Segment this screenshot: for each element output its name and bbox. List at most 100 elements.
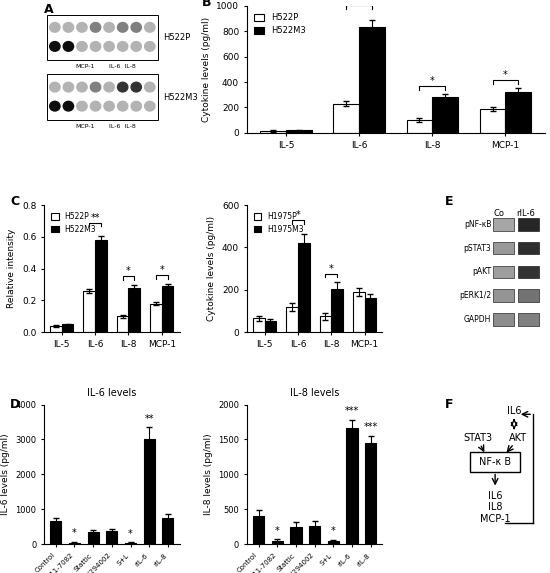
FancyBboxPatch shape	[493, 313, 514, 326]
Bar	[50, 521, 62, 544]
Text: pERK1/2: pERK1/2	[459, 291, 491, 300]
Text: *: *	[126, 266, 131, 276]
FancyBboxPatch shape	[493, 242, 514, 254]
Text: D: D	[10, 398, 20, 410]
Circle shape	[131, 22, 141, 32]
Y-axis label: Cytokine levels (pg/ml): Cytokine levels (pg/ml)	[207, 216, 216, 321]
Bar	[125, 543, 136, 544]
Text: F: F	[445, 398, 453, 410]
FancyBboxPatch shape	[518, 265, 539, 278]
Bar	[432, 97, 458, 133]
FancyBboxPatch shape	[493, 218, 514, 230]
Text: C: C	[10, 195, 19, 208]
FancyBboxPatch shape	[518, 218, 539, 230]
Circle shape	[63, 42, 74, 51]
Title: IL-8 levels: IL-8 levels	[290, 388, 339, 398]
Circle shape	[77, 22, 87, 32]
Text: MCP-1: MCP-1	[480, 513, 510, 524]
FancyBboxPatch shape	[493, 289, 514, 302]
Text: STAT3: STAT3	[464, 433, 493, 443]
Bar	[162, 518, 173, 544]
Text: ***: ***	[345, 406, 359, 417]
Bar	[298, 244, 310, 332]
Y-axis label: Relative intensity: Relative intensity	[8, 229, 16, 308]
Text: **: **	[90, 213, 100, 223]
Bar	[290, 527, 301, 544]
Text: IL8: IL8	[488, 503, 502, 512]
Circle shape	[90, 83, 101, 92]
FancyBboxPatch shape	[518, 289, 539, 302]
Circle shape	[131, 42, 141, 51]
Bar	[309, 526, 320, 544]
Y-axis label: Cytokine levels (pg/ml): Cytokine levels (pg/ml)	[202, 17, 211, 122]
Bar	[265, 321, 276, 332]
Circle shape	[118, 22, 128, 32]
Circle shape	[63, 101, 74, 111]
Bar	[253, 319, 265, 332]
Bar	[406, 120, 432, 133]
Bar	[50, 326, 62, 332]
Bar	[505, 92, 531, 133]
Bar	[353, 292, 365, 332]
Circle shape	[90, 101, 101, 111]
Bar	[365, 299, 376, 332]
Bar	[47, 74, 158, 120]
Text: *: *	[72, 528, 77, 539]
Legend: H1975P, H1975M3: H1975P, H1975M3	[251, 209, 307, 237]
Circle shape	[90, 22, 101, 32]
Circle shape	[50, 101, 60, 111]
Text: A: A	[44, 3, 54, 16]
Bar	[260, 131, 286, 133]
Bar	[150, 304, 162, 332]
Bar	[286, 307, 298, 332]
Text: IL6: IL6	[488, 491, 502, 501]
Bar	[480, 109, 505, 133]
FancyBboxPatch shape	[518, 242, 539, 254]
Text: *: *	[331, 526, 335, 536]
Text: *: *	[160, 265, 164, 275]
Circle shape	[131, 83, 141, 92]
Text: E: E	[445, 195, 453, 208]
Circle shape	[77, 101, 87, 111]
Circle shape	[50, 42, 60, 51]
Text: *: *	[275, 526, 279, 536]
Bar	[346, 428, 358, 544]
Bar	[333, 104, 359, 133]
Text: *: *	[503, 70, 508, 80]
Text: B: B	[202, 0, 212, 9]
Text: *: *	[430, 76, 434, 87]
Text: *: *	[295, 210, 300, 220]
Text: IL-6  IL-8: IL-6 IL-8	[109, 124, 136, 129]
Bar	[95, 240, 107, 332]
Text: AKT: AKT	[509, 433, 527, 443]
Bar	[62, 324, 74, 332]
Text: H522P: H522P	[163, 33, 191, 42]
Circle shape	[145, 101, 155, 111]
Text: **: **	[145, 414, 154, 423]
Bar	[69, 543, 80, 544]
Bar	[328, 541, 339, 544]
Bar	[365, 443, 376, 544]
Circle shape	[104, 101, 114, 111]
Bar	[286, 130, 311, 133]
Y-axis label: IL-8 levels (pg/ml): IL-8 levels (pg/ml)	[204, 434, 213, 515]
Circle shape	[131, 101, 141, 111]
Text: MCP-1: MCP-1	[75, 64, 95, 69]
Circle shape	[90, 42, 101, 51]
Bar	[470, 452, 520, 472]
Circle shape	[118, 101, 128, 111]
Bar	[253, 516, 264, 544]
Bar	[84, 291, 95, 332]
Circle shape	[77, 83, 87, 92]
Circle shape	[104, 83, 114, 92]
Bar	[272, 540, 283, 544]
Circle shape	[145, 42, 155, 51]
Bar	[162, 286, 173, 332]
Title: IL-6 levels: IL-6 levels	[87, 388, 136, 398]
Circle shape	[104, 42, 114, 51]
Text: rIL-6: rIL-6	[516, 209, 535, 218]
Circle shape	[63, 83, 74, 92]
Circle shape	[104, 22, 114, 32]
Circle shape	[50, 22, 60, 32]
Text: IL-6  IL-8: IL-6 IL-8	[109, 64, 136, 69]
